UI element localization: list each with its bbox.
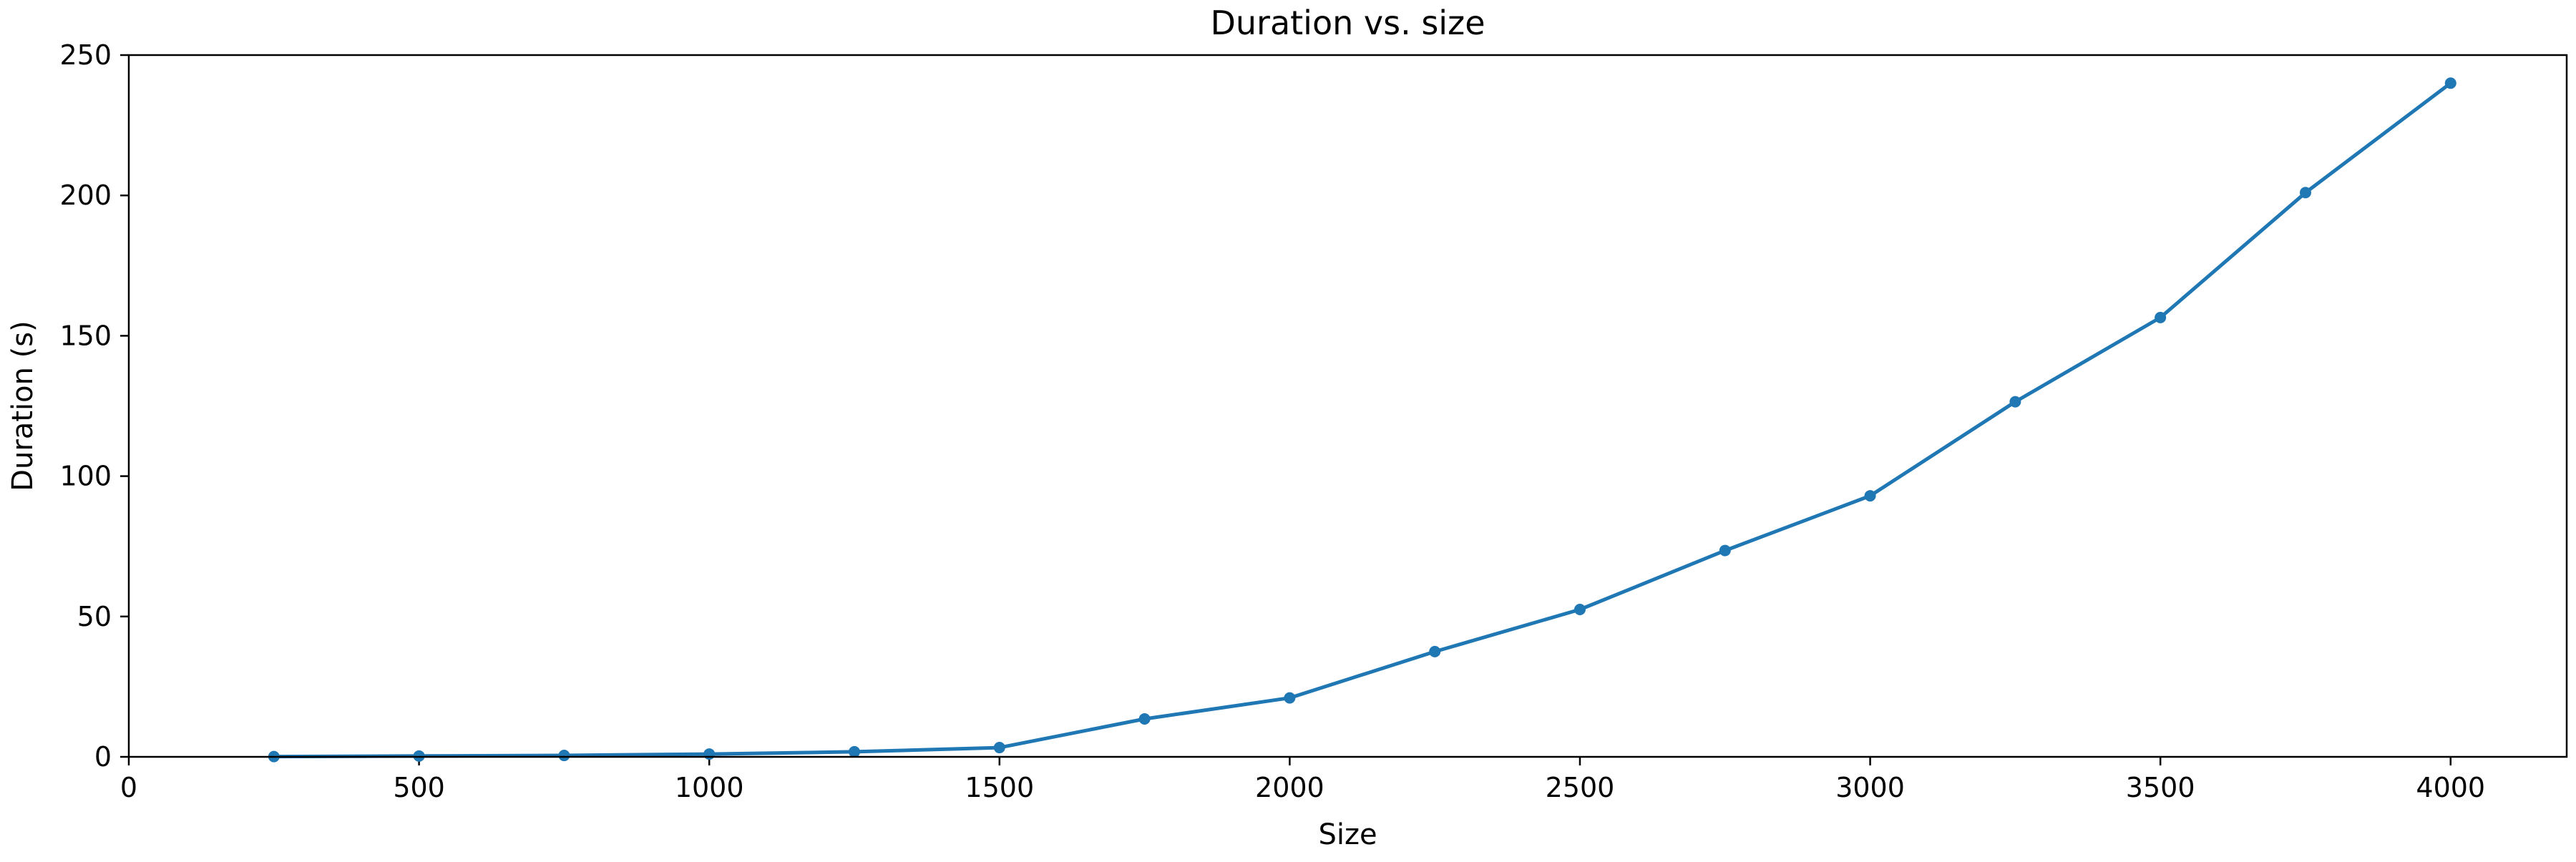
data-point [2299, 187, 2311, 199]
y-tick-label: 250 [59, 39, 112, 71]
x-tick-label: 3000 [1835, 772, 1905, 803]
x-tick-label: 0 [120, 772, 137, 803]
data-point [1864, 490, 1876, 502]
x-tick-label: 4000 [2416, 772, 2485, 803]
x-axis-label: Size [1318, 818, 1377, 851]
x-tick-label: 2000 [1255, 772, 1324, 803]
x-tick-label: 500 [393, 772, 445, 803]
y-tick-label: 100 [59, 461, 112, 492]
y-tick-label: 50 [77, 601, 112, 632]
y-tick-label: 150 [59, 320, 112, 351]
axis-ticks: 0 500 1000 1500 2000 2500 3000 3500 4000 0 50 100 15… [59, 39, 2485, 803]
data-point [558, 750, 570, 762]
data-point [2009, 396, 2021, 408]
data-point [703, 748, 716, 760]
y-tick-label: 200 [59, 180, 112, 211]
series-layer [268, 77, 2457, 763]
plot-frame [127, 54, 2568, 758]
data-point [1138, 713, 1151, 725]
data-point [1574, 603, 1586, 615]
data-point [2444, 77, 2457, 89]
y-axis-label: Duration (s) [6, 320, 39, 491]
x-tick-label: 3500 [2126, 772, 2195, 803]
x-tick-label: 1000 [675, 772, 744, 803]
data-point [993, 742, 1005, 754]
chart-title: Duration vs. size [1210, 4, 1485, 42]
data-point [1284, 692, 1296, 704]
data-point [1719, 544, 1731, 557]
x-tick-label: 2500 [1546, 772, 1615, 803]
x-tick-label: 1500 [965, 772, 1034, 803]
data-point [2155, 311, 2167, 323]
data-point [1429, 645, 1441, 657]
y-tick-label: 0 [94, 741, 112, 773]
data-point [848, 745, 860, 758]
series-line [272, 81, 2453, 759]
